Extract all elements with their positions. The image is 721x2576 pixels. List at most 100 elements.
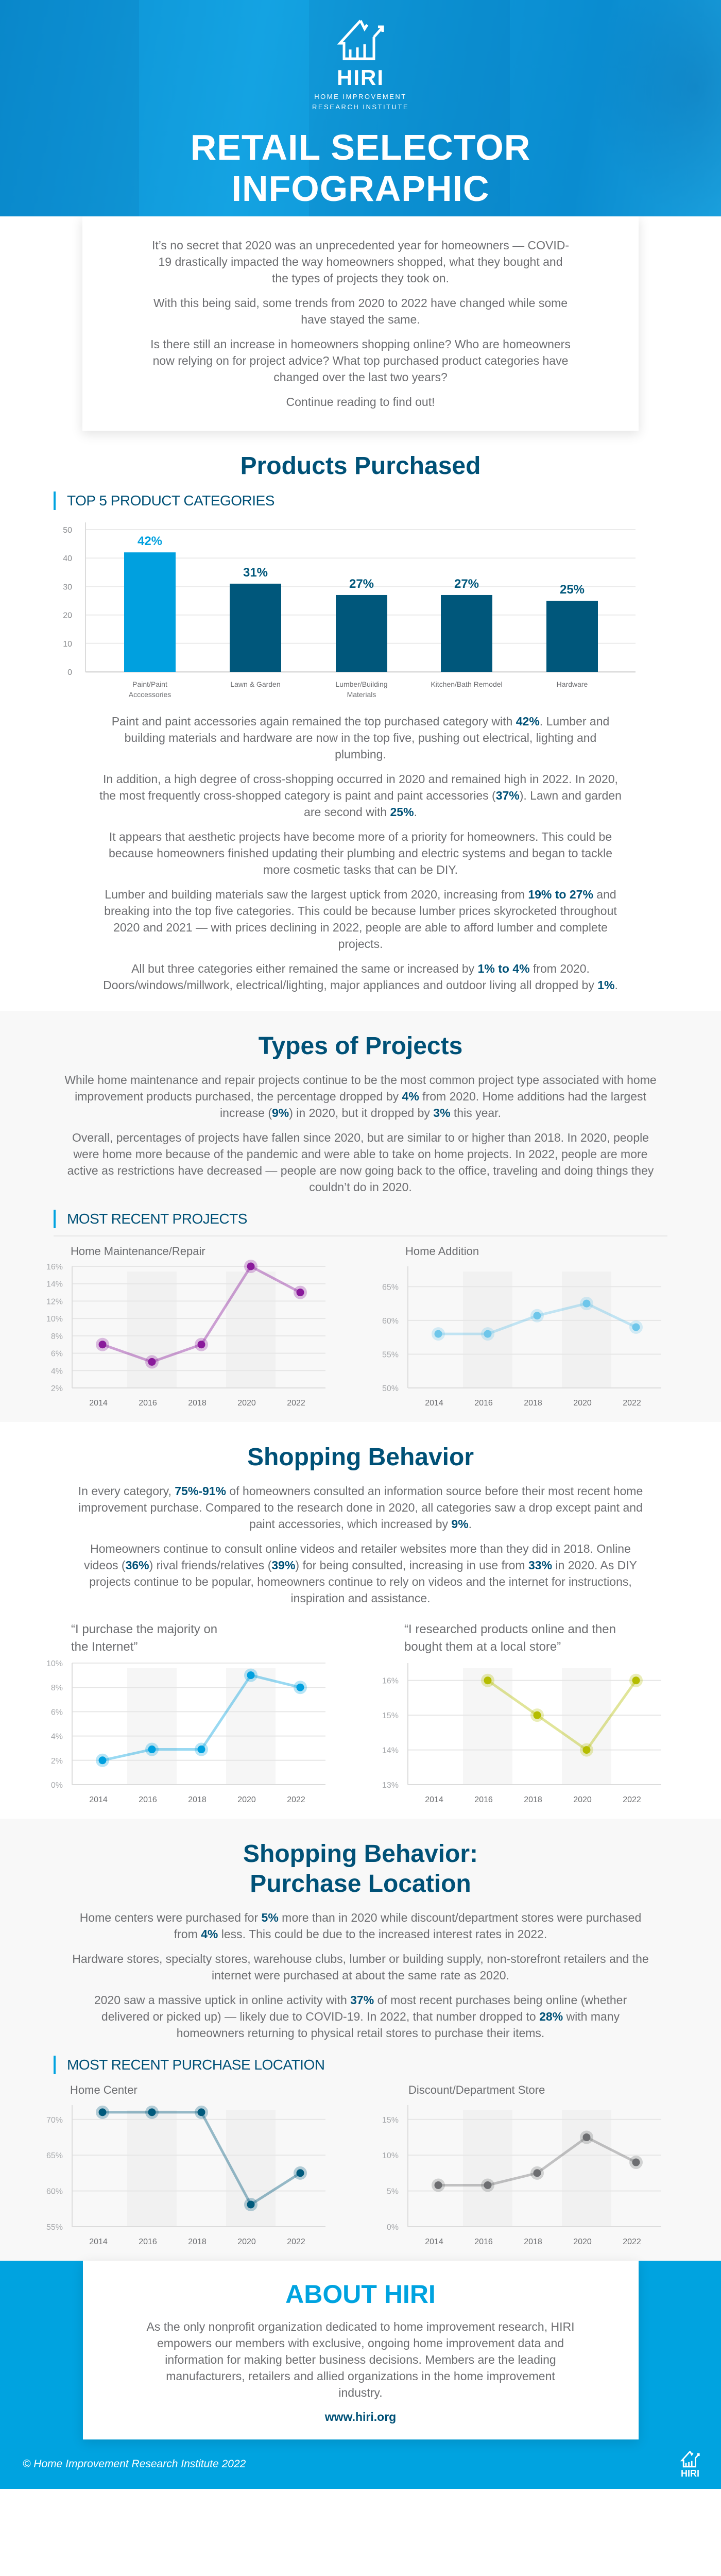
category-label: Hardware [556,680,588,688]
paragraph: Hardware stores, specialty stores, wareh… [72,1951,649,1984]
y-tick-label: 14% [46,1280,63,1289]
paragraph: It’s no secret that 2020 was an unpreced… [149,237,572,286]
purchase-internet-chart: “I purchase the majority on the Internet… [0,1621,360,1805]
column-band [562,1668,611,1785]
paragraph: Overall, percentages of projects have fa… [62,1129,659,1195]
top-categories-heading: TOP 5 PRODUCT CATEGORIES [54,492,274,510]
about-card: ABOUT HIRI As the only nonprofit organiz… [82,2261,639,2439]
highlight-figure: 1% to 4% [477,962,530,975]
paragraph: Lumber and building materials saw the la… [98,886,623,952]
footer-copyright: © Home Improvement Research Institute 20… [23,2458,246,2470]
bar [124,552,176,672]
data-point [247,2200,255,2209]
text-run: With this being said, some trends from 2… [153,296,568,326]
data-point [484,1330,492,1338]
most-recent-projects-heading: MOST RECENT PROJECTS [54,1210,247,1228]
y-tick-label: 60% [46,2188,63,2196]
x-tick-label: 2020 [237,1795,256,1804]
y-tick-label: 2% [51,1384,63,1393]
highlight-figure: 28% [539,2010,563,2023]
paragraph: In addition, a high degree of cross-shop… [98,771,623,820]
location-section-title-1: Shopping Behavior: [243,1840,478,1868]
x-tick-label: 2022 [623,1399,641,1408]
column-band [562,2110,611,2227]
hero-logo-subtitle-2: RESEARCH INSTITUTE [312,103,409,111]
y-tick-label: 55% [382,1350,399,1359]
line-chart: 0% 2% 4% 6% 8% 10% 2014 2016 2018 2020 2022 [46,1659,325,1804]
y-tick-label: 6% [51,1350,63,1359]
data-point [247,1262,255,1270]
data-point [632,1676,640,1685]
bar [441,595,492,672]
text-run: It appears that aesthetic projects have … [108,830,613,876]
text-run: In every category, [78,1484,175,1498]
data-point [632,1323,640,1331]
chart-title-purchase-internet: “I purchase the majority on the Internet… [71,1622,218,1654]
text-run: . [414,805,417,819]
x-tick-label: 2022 [287,1795,305,1804]
y-tick-label: 30 [63,583,72,591]
highlight-figure: 33% [528,1558,553,1572]
products-text: Paint and paint accessories again remain… [98,713,623,993]
y-tick-label: 10% [46,1315,63,1324]
x-tick-label: 2014 [89,1399,108,1408]
x-tick-label: 2014 [89,1795,108,1804]
paragraph: While home maintenance and repair projec… [62,1072,659,1121]
data-point [197,1341,205,1349]
y-tick-label: 14% [382,1747,399,1755]
x-tick-label: 2018 [188,1399,207,1408]
text-run: ). Lawn and garden are second with [304,789,622,819]
about-title: ABOUT HIRI [285,2280,436,2309]
data-point [582,1299,591,1308]
products-section: Products Purchased TOP 5 PRODUCT CATEGOR… [0,431,721,1011]
x-tick-label: 2022 [287,1399,305,1408]
highlight-figure: 3% [433,1106,451,1120]
shopping-section: Shopping Behavior In every category, 75%… [0,1422,721,1819]
y-tick-label: 10 [63,640,72,649]
text-run: Hardware stores, specialty stores, wareh… [72,1952,649,1982]
y-tick-label: 65% [382,1283,399,1292]
x-tick-label: 2016 [474,1399,493,1408]
x-tick-label: 2022 [623,2238,641,2246]
column-band [127,1668,177,1785]
x-tick-label: 2020 [573,1399,592,1408]
column-band [127,1272,177,1388]
data-point [247,1671,255,1680]
paragraph: Is there still an increase in homeowners… [149,336,572,385]
category-label: Lumber/Building Materials [335,680,388,699]
location-text: Home centers were purchased for 5% more … [72,1909,649,2041]
data-point [197,1745,205,1754]
projects-text: While home maintenance and repair projec… [62,1072,659,1195]
x-tick-label: 2016 [139,2238,157,2246]
hiri-website-link[interactable]: www.hiri.org [324,2410,397,2424]
shopping-section-title: Shopping Behavior [247,1444,474,1471]
paragraph: Homeowners continue to consult online vi… [77,1540,644,1606]
y-tick-label: 16% [382,1677,399,1686]
y-tick-label: 16% [46,1263,63,1272]
text-run: Overall, percentages of projects have fa… [67,1131,654,1194]
text-run: All but three categories either remained… [131,962,478,975]
data-point [296,2169,304,2177]
intro-text: It’s no secret that 2020 was an unpreced… [149,237,572,410]
data-point [148,1358,156,1366]
data-point [197,2108,205,2116]
y-tick-label: 15% [382,2116,399,2125]
bar [546,601,598,672]
text-run: Lumber and building materials saw the la… [105,888,528,901]
line-chart: 55% 60% 65% 70% 2014 2016 2018 2020 2022 [46,2105,325,2246]
data-point [98,2108,107,2116]
text-run: and breaking into the top five categorie… [104,888,617,951]
bar-value-label: 31% [243,566,268,580]
column-band [562,1272,611,1388]
paragraph: Paint and paint accessories again remain… [98,713,623,762]
y-tick-label: 65% [46,2151,63,2160]
line-chart: 2% 4% 6% 8% 10% 12% 14% 16% 2014 2016 2018 2020 2022 [46,1260,325,1408]
text-run: As the only nonprofit organization dedic… [146,2320,575,2399]
x-tick-label: 2018 [188,1795,207,1804]
text-run: from 2020. Doors/windows/millwork, elect… [103,962,598,992]
y-tick-label: 8% [51,1684,63,1692]
paragraph: 2020 saw a massive uptick in online acti… [72,1992,649,2041]
highlight-figure: 9% [451,1517,469,1531]
highlight-figure: 25% [390,805,414,819]
category-label: Paint/Paint Acccessories [128,680,171,699]
